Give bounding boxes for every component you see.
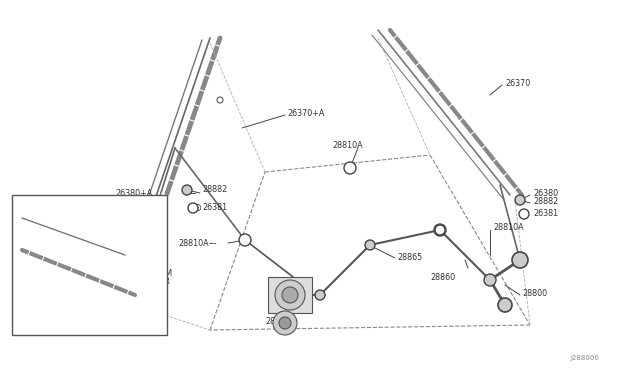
Circle shape (498, 298, 512, 312)
Text: J288000: J288000 (570, 355, 599, 361)
Text: 28800: 28800 (522, 289, 547, 298)
Text: WIPER BLADE REFILLS: WIPER BLADE REFILLS (18, 318, 102, 327)
Circle shape (182, 185, 192, 195)
Text: 28860: 28860 (430, 273, 455, 282)
Circle shape (512, 252, 528, 268)
Text: 26370: 26370 (505, 78, 531, 87)
Text: 28865: 28865 (397, 253, 422, 262)
Circle shape (344, 162, 356, 174)
Circle shape (515, 195, 525, 205)
Circle shape (279, 317, 291, 329)
Text: ASSIST: ASSIST (130, 246, 158, 254)
Circle shape (484, 274, 496, 286)
Text: 28882: 28882 (202, 186, 227, 195)
Text: 26380+A: 26380+A (115, 189, 152, 198)
Circle shape (217, 97, 223, 103)
Circle shape (111, 308, 121, 318)
Circle shape (434, 224, 446, 236)
Text: 26381: 26381 (202, 203, 227, 212)
Bar (268, 277, 312, 313)
Text: 28882: 28882 (533, 198, 558, 206)
Text: 26373P: 26373P (130, 237, 160, 246)
Text: 26370+A: 26370+A (287, 109, 324, 118)
Text: 26373M: 26373M (140, 269, 172, 278)
Circle shape (282, 287, 298, 303)
Circle shape (315, 290, 325, 300)
Text: 28810A—: 28810A— (178, 238, 216, 247)
Circle shape (275, 280, 305, 310)
Bar (12, 195, 167, 335)
Text: 28810A: 28810A (493, 224, 524, 232)
Circle shape (188, 203, 198, 213)
Circle shape (365, 240, 375, 250)
Text: 26381: 26381 (533, 209, 558, 218)
Text: 28810A: 28810A (332, 141, 363, 151)
Text: ⊙: ⊙ (193, 203, 201, 213)
Circle shape (519, 209, 529, 219)
Text: 28810: 28810 (265, 317, 290, 327)
Circle shape (239, 234, 251, 246)
Text: DRIVER: DRIVER (140, 278, 170, 286)
Circle shape (273, 311, 297, 335)
Text: 26380: 26380 (533, 189, 558, 198)
Circle shape (435, 225, 445, 235)
